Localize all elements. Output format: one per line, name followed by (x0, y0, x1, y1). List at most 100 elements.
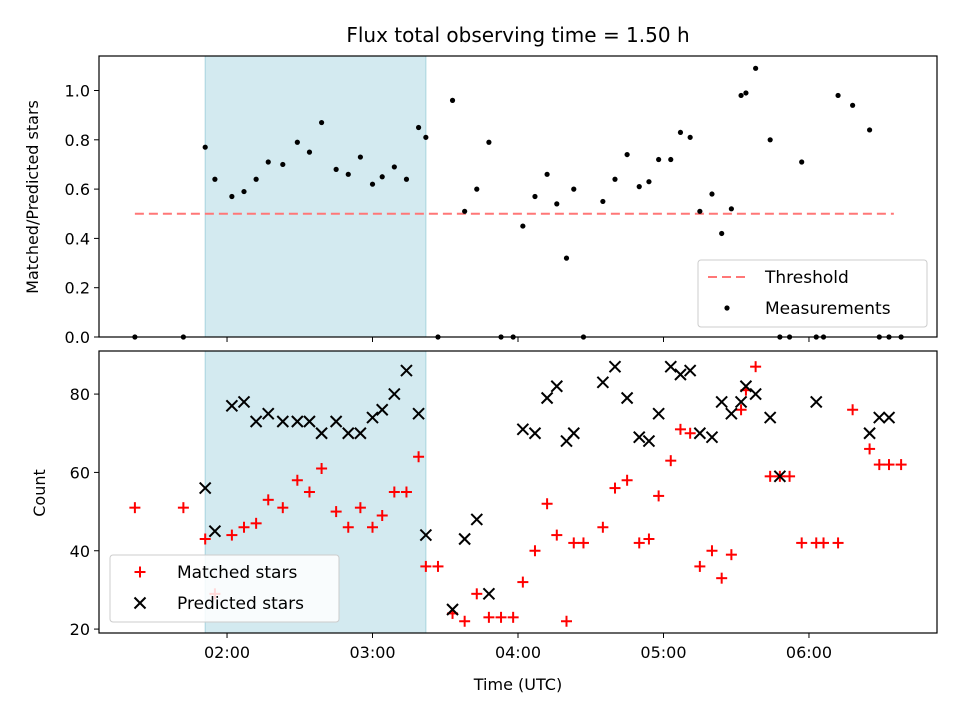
matched-star-marker (706, 545, 718, 557)
predicted-star-marker (249, 415, 263, 428)
top-panel: 0.0 0.2 0.4 0.6 0.8 1.0 Matched/Predicted sta… (23, 55, 938, 347)
predicted-star-marker (596, 376, 610, 389)
predicted-star-marker (412, 407, 425, 420)
x-tick-label: 04:00 (495, 643, 541, 662)
matched-star-marker (796, 537, 808, 549)
matched-star-marker (129, 502, 141, 514)
measurement-point (753, 65, 759, 71)
chart-title: Flux total observing time = 1.50 h (346, 23, 689, 47)
predicted-star-marker (683, 364, 697, 377)
matched-star-marker (609, 482, 621, 494)
measurement-point (379, 174, 385, 180)
measurement-point (486, 139, 492, 145)
matched-star-marker (665, 455, 677, 467)
top-y-tick-label: 0.8 (65, 131, 90, 150)
predicted-star-marker (237, 395, 251, 409)
predicted-star-marker (810, 395, 823, 409)
measurement-point (767, 137, 773, 143)
predicted-star-marker (540, 391, 554, 405)
measurement-point (462, 208, 468, 214)
matched-star-marker (818, 537, 830, 549)
bottom-panel: 20 40 60 80 02:00 03:00 04:00 05:00 06:00 Count… (30, 350, 938, 694)
predicted-star-marker (225, 399, 239, 413)
predicted-star-marker (329, 415, 343, 428)
predicted-star-marker (763, 411, 777, 424)
measurement-point (253, 176, 259, 182)
top-y-tick-label: 0.2 (65, 279, 90, 298)
matched-star-marker (238, 521, 250, 533)
predicted-star-marker (652, 407, 665, 420)
matched-star-marker (413, 451, 425, 463)
bottom-x-ticks: 02:00 03:00 04:00 05:00 06:00 (204, 633, 832, 662)
measurement-point (850, 102, 856, 108)
measurement-point (624, 151, 630, 158)
measurement-point (799, 159, 805, 165)
matched-star-marker (643, 533, 655, 545)
predicted-star-marker (315, 427, 328, 440)
matched-star-marker (847, 404, 859, 416)
predicted-star-marker (674, 368, 687, 381)
matched-star-marker (342, 521, 354, 533)
predicted-star-marker (419, 528, 433, 542)
measurement-point (532, 193, 538, 200)
measurement-point (229, 193, 235, 200)
measurement-point (612, 176, 618, 182)
measurement-point (415, 124, 422, 131)
matched-star-marker (483, 611, 495, 623)
matched-star-marker (316, 463, 328, 474)
measurement-point (333, 166, 339, 172)
legend-measurements-label: Measurements (765, 299, 891, 319)
matched-star-marker (633, 537, 645, 549)
x-tick-label: 06:00 (786, 643, 832, 662)
measurement-point (474, 186, 480, 192)
measurement-point (403, 176, 410, 182)
measurement-point (571, 186, 577, 192)
matched-star-marker (199, 533, 211, 545)
matched-star-marker (621, 474, 633, 486)
bottom-legend-box (109, 554, 340, 623)
legend-predicted-label: Predicted stars (177, 594, 304, 614)
predicted-star-marker (664, 360, 677, 373)
predicted-star-marker (291, 415, 304, 428)
matched-star-marker (716, 572, 728, 584)
predicted-star-marker (705, 430, 719, 444)
bottom-points (129, 360, 907, 627)
measurement-point (656, 156, 662, 163)
measurement-point (391, 164, 397, 170)
measurement-point (743, 90, 749, 96)
measurement-point (520, 223, 526, 229)
top-y-tick-label: 0.4 (65, 229, 90, 248)
matched-star-marker (529, 545, 541, 557)
top-y-axis-label: Matched/Predicted stars (23, 100, 42, 294)
predicted-star-marker (400, 364, 413, 377)
measurement-point (202, 144, 208, 150)
matched-star-marker (400, 486, 412, 498)
measurement-point (345, 171, 351, 177)
matched-star-marker (177, 502, 189, 514)
bottom-y-axis-label: Count (30, 469, 49, 517)
predicted-star-marker (482, 587, 496, 601)
matched-star-marker (471, 588, 483, 600)
matched-star-marker (750, 361, 762, 373)
matched-star-marker (735, 404, 747, 416)
matched-star-marker (873, 459, 885, 471)
predicted-star-marker (458, 532, 471, 546)
top-x-ticks (226, 337, 810, 342)
matched-star-marker (507, 611, 519, 623)
matched-star-marker (725, 549, 737, 561)
measurement-point (357, 154, 363, 160)
predicted-star-marker (388, 387, 401, 401)
bottom-legend: Matched stars Predicted stars (109, 554, 340, 623)
bottom-y-tick-label: 20 (70, 620, 90, 639)
measurement-point (866, 127, 873, 133)
legend-predicted-swatch (133, 596, 147, 610)
predicted-star-marker (550, 380, 564, 393)
matched-star-marker (388, 486, 400, 498)
matched-star-marker (597, 521, 609, 533)
matched-star-marker (367, 521, 379, 533)
top-y-tick-label: 0.6 (65, 180, 90, 199)
matched-star-marker (262, 494, 274, 506)
predicted-star-marker (342, 427, 355, 440)
predicted-star-marker (642, 434, 656, 448)
